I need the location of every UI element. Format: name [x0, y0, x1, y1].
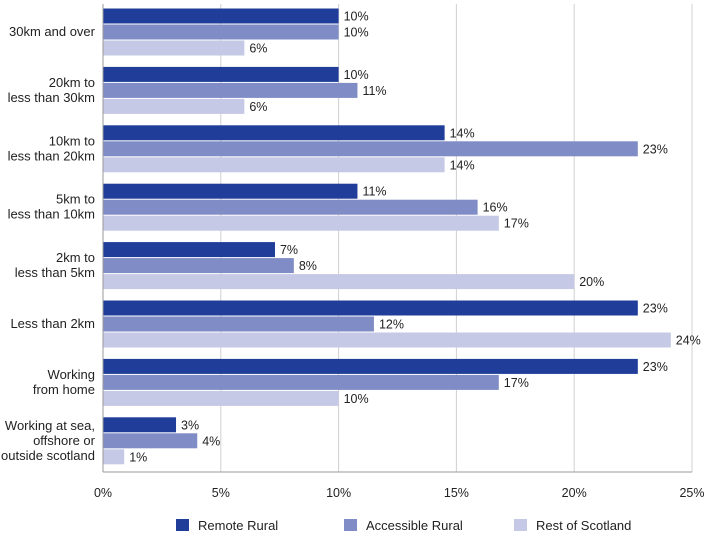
data-label: 23%	[643, 360, 668, 374]
data-label: 17%	[504, 376, 529, 390]
data-label: 3%	[181, 418, 199, 432]
bar-accessible-rural	[103, 316, 374, 332]
bar-accessible-rural	[103, 24, 339, 40]
bar-remote-rural	[103, 417, 177, 433]
bar-remote-rural	[103, 183, 358, 199]
bar-rest-of-scotland	[103, 332, 671, 348]
category-label: 20km to less than 30km	[8, 75, 95, 105]
bars	[103, 8, 671, 465]
data-label: 17%	[504, 217, 529, 231]
bar-rest-of-scotland	[103, 98, 245, 114]
data-label: 12%	[379, 318, 404, 332]
data-label: 10%	[344, 392, 369, 406]
legend-label: Rest of Scotland	[536, 518, 631, 533]
bar-rest-of-scotland	[103, 157, 445, 173]
category-label: 30km and over	[9, 24, 96, 39]
x-tick-label: 0%	[94, 486, 112, 500]
category-labels: 30km and over 20km to less than 30km 10km t…	[1, 24, 96, 463]
data-label: 11%	[362, 185, 386, 199]
legend-label: Remote Rural	[198, 518, 278, 533]
legend-label: Accessible Rural	[366, 518, 463, 533]
x-tick-label: 25%	[679, 486, 704, 500]
x-axis: 0% 5% 10% 15% 20% 25%	[94, 4, 705, 500]
category-label: 5km to less than 10km	[8, 192, 95, 222]
data-label: 10%	[344, 10, 369, 24]
bar-remote-rural	[103, 358, 638, 374]
x-tick-label: 15%	[444, 486, 469, 500]
bar-accessible-rural	[103, 258, 294, 274]
x-tick-label: 10%	[326, 486, 351, 500]
bar-accessible-rural	[103, 141, 638, 157]
data-label: 6%	[249, 42, 267, 56]
bar-remote-rural	[103, 8, 339, 24]
x-tick-label: 5%	[212, 486, 230, 500]
bar-rest-of-scotland	[103, 390, 339, 406]
bar-remote-rural	[103, 125, 445, 141]
data-label: 14%	[450, 126, 475, 140]
data-label: 16%	[483, 201, 508, 215]
data-label: 6%	[249, 100, 267, 114]
category-label: Working at sea, offshore or outside scotla…	[1, 418, 96, 463]
data-label: 4%	[202, 434, 220, 448]
data-label: 20%	[579, 275, 604, 289]
data-label: 7%	[280, 243, 298, 257]
category-label: Less than 2km	[10, 316, 95, 331]
data-label: 14%	[450, 158, 475, 172]
bar-rest-of-scotland	[103, 449, 125, 465]
legend-swatch	[514, 519, 527, 531]
bar-rest-of-scotland	[103, 274, 575, 290]
legend: Remote Rural Accessible Rural Rest of Scot…	[176, 518, 631, 533]
bar-accessible-rural	[103, 82, 358, 98]
bar-accessible-rural	[103, 433, 198, 449]
x-tick-label: 20%	[562, 486, 587, 500]
bar-accessible-rural	[103, 199, 478, 215]
data-label: 11%	[362, 84, 386, 98]
bar-accessible-rural	[103, 374, 499, 390]
data-label: 24%	[676, 334, 701, 348]
data-label: 10%	[344, 26, 369, 40]
data-label: 8%	[299, 259, 317, 273]
data-label: 23%	[643, 302, 668, 316]
category-label: Working from home	[33, 367, 95, 397]
bar-remote-rural	[103, 66, 339, 82]
data-label: 10%	[344, 68, 369, 82]
legend-swatch	[344, 519, 357, 531]
category-label: 10km to less than 20km	[8, 133, 95, 163]
bar-remote-rural	[103, 300, 638, 316]
category-label: 2km to less than 5km	[15, 250, 95, 280]
data-label: 1%	[129, 450, 147, 464]
data-label: 23%	[643, 142, 668, 156]
legend-swatch	[176, 519, 189, 531]
bar-rest-of-scotland	[103, 215, 499, 231]
value-labels: 10% 10% 6% 10% 11% 6% 14% 23% 14% 11% 16% 17% 7%8% 20…	[129, 10, 701, 465]
bar-rest-of-scotland	[103, 40, 245, 56]
bar-remote-rural	[103, 242, 275, 258]
